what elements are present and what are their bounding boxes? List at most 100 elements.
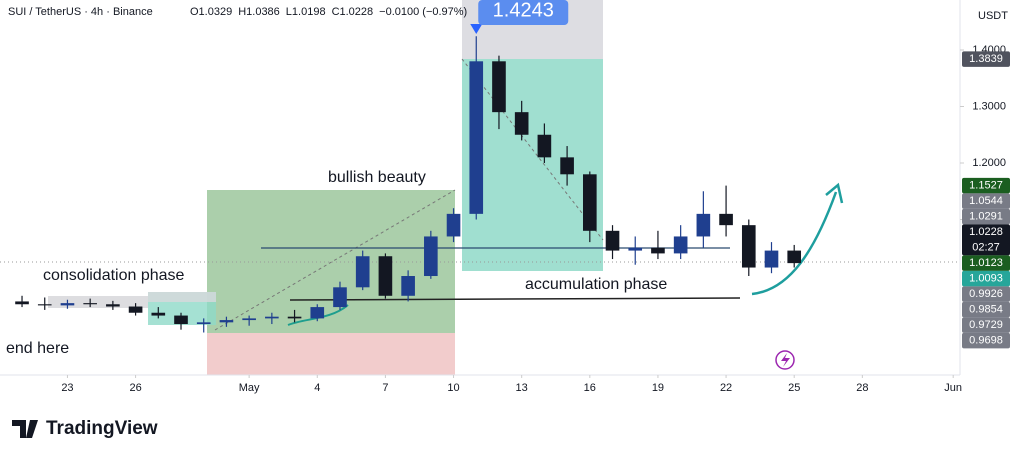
level-line: [289, 297, 741, 301]
price-tag: [962, 224, 1010, 256]
candle-body: [605, 230, 620, 251]
ohlc-value: O1.0329: [190, 6, 232, 18]
ohlc-value: H1.0386: [238, 6, 280, 18]
candle-body: [446, 213, 461, 237]
x-tick-label: 13: [516, 382, 528, 394]
candle-body: [764, 250, 779, 268]
price-tag-label: 1.0123: [969, 257, 1003, 269]
candle-body: [128, 306, 143, 313]
countdown: 02:27: [972, 241, 1000, 253]
candle-body: [424, 236, 438, 277]
x-tick-label: 19: [652, 382, 664, 394]
candle-body: [628, 247, 643, 251]
price-tag-label: 1.0228: [969, 226, 1003, 238]
candle-body: [560, 157, 574, 175]
candle-body: [106, 304, 120, 307]
price-tag: [962, 332, 1010, 349]
price-tag-label: 1.0093: [969, 272, 1003, 284]
candle-body: [651, 247, 665, 254]
price-tag: [962, 208, 1010, 225]
small-zone-top: [148, 292, 216, 302]
candle-body: [333, 287, 347, 308]
price-tag-label: 0.9729: [969, 319, 1003, 331]
price-tag-label: 0.9698: [969, 334, 1003, 346]
price-tag: [962, 301, 1010, 318]
price-tag-label: 1.0544: [969, 195, 1003, 207]
y-tick-label: 1.2000: [972, 157, 1006, 169]
currency: USDT: [978, 10, 1008, 22]
candle-body: [469, 61, 484, 214]
range-box: [48, 296, 148, 308]
high-callout: [470, 24, 483, 34]
candle-body: [287, 316, 302, 319]
header-bg: [0, 0, 455, 22]
candle-body: [151, 312, 166, 316]
x-tick-label: 26: [129, 382, 141, 394]
price-tag: [962, 51, 1010, 67]
candle-body: [673, 236, 688, 254]
candle-body: [60, 303, 75, 306]
price-tag-label: 1.3839: [969, 53, 1003, 65]
x-tick-label: 7: [382, 382, 388, 394]
short-profit-zone: [462, 59, 603, 271]
x-tick-label: 16: [584, 382, 596, 394]
long-loss-zone: [207, 333, 455, 375]
candle-body: [174, 315, 188, 325]
ohlc-value: L1.0198: [286, 6, 326, 18]
candle-body: [196, 322, 211, 325]
alert-icon-bolt: [781, 353, 790, 367]
logo: TradingView: [12, 418, 158, 439]
price-tag-label: 1.0291: [969, 210, 1003, 222]
ohlc-value: −0.0100 (−0.97%): [379, 6, 467, 18]
candle-body: [582, 174, 597, 231]
alert-icon: [775, 350, 795, 370]
candle-body: [242, 318, 256, 321]
x-tick-label: 28: [856, 382, 868, 394]
candle-body: [741, 225, 756, 268]
trend-dashed: [461, 58, 604, 241]
candle-body: [37, 304, 52, 306]
candle-body: [219, 320, 234, 323]
x-tick-label: 22: [720, 382, 732, 394]
x-tick-label: 10: [447, 382, 459, 394]
candle-body: [378, 256, 393, 296]
price-tag: [962, 317, 1010, 333]
x-tick-label: 4: [314, 382, 320, 394]
candle-body: [15, 301, 29, 305]
brand: TradingView: [46, 418, 158, 439]
x-tick-label: May: [239, 382, 260, 394]
candle-body: [787, 250, 802, 264]
candle-body: [265, 316, 279, 319]
price-tag: [962, 270, 1010, 287]
y-tick-label: 1.3000: [972, 100, 1006, 112]
x-tick-label: 25: [788, 382, 800, 394]
high-callout-box: [478, 0, 569, 25]
candle-body: [719, 213, 733, 226]
candle-body: [310, 307, 325, 319]
symbol: SUI / TetherUS · 4h · Binance: [8, 6, 153, 18]
arrow-head: [825, 182, 844, 204]
logo-mark: [12, 420, 38, 438]
candle-body: [401, 276, 415, 296]
price-tag-label: 1.1527: [969, 179, 1003, 191]
price-tag: [962, 177, 1010, 194]
candle-body: [355, 256, 370, 288]
candle-body: [537, 134, 552, 158]
annotation: accumulation phase: [525, 276, 667, 293]
high-callout-label: 1.4243: [493, 0, 554, 21]
annotation: consolidation phase: [43, 267, 185, 284]
arrow: [751, 191, 838, 296]
annotation: bullish beauty: [328, 169, 426, 186]
price-tag-label: 0.9854: [969, 303, 1003, 315]
candle-body: [492, 61, 506, 113]
x-tick-label: Jun: [944, 382, 962, 394]
ohlc-value: C1.0228: [332, 6, 374, 18]
price-tag: [962, 193, 1010, 209]
trend-dashed: [214, 189, 456, 331]
price-tag: [962, 255, 1010, 271]
annotation: end here: [6, 340, 69, 357]
candle-body: [83, 303, 97, 305]
candle-body: [696, 213, 711, 237]
